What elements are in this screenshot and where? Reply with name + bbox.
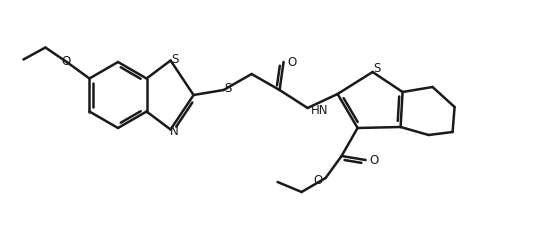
Text: S: S [224, 83, 231, 95]
Text: HN: HN [311, 103, 328, 117]
Text: O: O [313, 174, 322, 186]
Text: S: S [171, 53, 178, 66]
Text: N: N [170, 125, 179, 138]
Text: O: O [287, 56, 296, 68]
Text: O: O [369, 154, 378, 166]
Text: S: S [373, 62, 380, 75]
Text: O: O [62, 55, 71, 68]
